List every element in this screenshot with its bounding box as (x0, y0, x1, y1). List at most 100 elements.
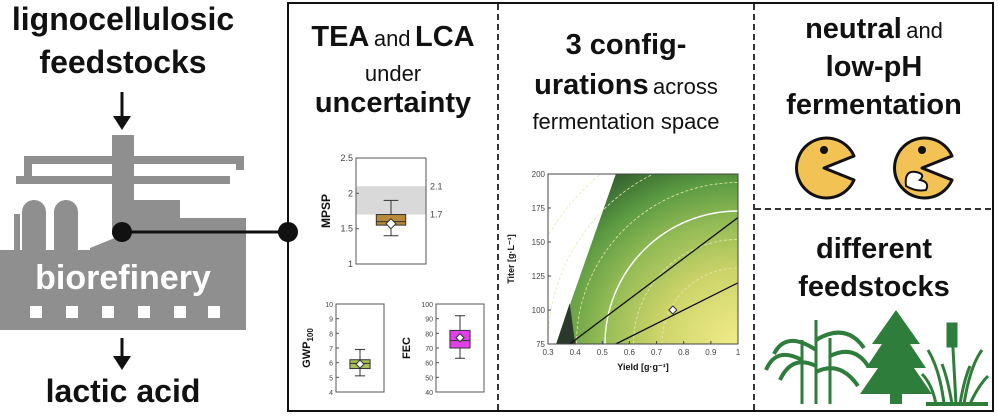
config-line-2 (615, 282, 738, 344)
low-ph-word: low-pH (825, 51, 923, 83)
y-tick-label: 6 (329, 361, 333, 368)
y-tick-label: 2.5 (340, 153, 353, 163)
and-word: and (373, 26, 411, 51)
y-tick-label: 100 (421, 302, 433, 309)
y-tick-label: 100 (532, 306, 546, 315)
y-tick-label: 5 (329, 375, 333, 382)
ferm-heading-line1: neutral and (756, 13, 992, 46)
feedstock-label-line1: lignocellulosic (11, 1, 235, 37)
x-tick-label: 1 (736, 348, 741, 357)
heatmap-frame (547, 173, 739, 345)
dark-region (556, 303, 576, 344)
y-tick-label: 60 (425, 361, 433, 368)
contour-line (661, 267, 738, 344)
y-axis-label: GWP100 (301, 328, 315, 368)
tree-icon (860, 310, 932, 404)
mean-marker (455, 333, 465, 343)
microbe-icons (795, 136, 954, 200)
and-word-2: and (906, 18, 943, 43)
plot-frame (335, 303, 385, 393)
y-axis-label-sub: 100 (306, 328, 315, 342)
reference-label: 1.7 (430, 210, 443, 220)
y-axis-label: Titer [g·L⁻¹] (506, 234, 516, 284)
y-tick-label: 1 (348, 259, 353, 269)
biorefinery-illustration (0, 92, 298, 370)
contour-line (576, 182, 738, 344)
y-tick-label: 2 (348, 188, 353, 198)
infeasible-region (548, 174, 616, 344)
tea-term: TEA (311, 21, 370, 53)
grass-icon (920, 322, 990, 406)
y-tick-label: 125 (532, 272, 546, 281)
y-tick-label: 80 (425, 331, 433, 338)
x-tick-label: 0.3 (542, 348, 554, 357)
lca-term: LCA (415, 21, 475, 53)
y-axis-label-main: MPSP (319, 194, 333, 228)
connector-line (112, 222, 298, 242)
y-tick-label: 40 (425, 390, 433, 397)
neutral-microbe-icon (795, 136, 856, 200)
lactic-acid-label: lactic acid (45, 373, 201, 409)
x-tick-label: 0.4 (570, 348, 582, 357)
config-heading-line2: urations across (500, 69, 752, 102)
reference-label: 2.1 (430, 181, 443, 191)
y-tick-label: 90 (425, 317, 433, 324)
y-tick-label: 70 (425, 346, 433, 353)
x-tick-label: 0.6 (624, 348, 636, 357)
gwp-boxplot: 4 5 6 7 8 9 10 GWP100 (301, 302, 385, 397)
x-tick-label: 0.7 (651, 348, 663, 357)
plant-icons (764, 310, 990, 406)
x-tick-label: 0.8 (678, 348, 690, 357)
neutral-word: neutral (805, 13, 902, 45)
y-axis-label: MPSP (319, 194, 333, 228)
config-line-1 (569, 217, 738, 344)
divider-2 (753, 4, 755, 410)
y-tick-label: 7 (329, 346, 333, 353)
factory-windows (30, 306, 220, 318)
feedstocks-word: feedstocks (798, 271, 950, 303)
y-tick-label: 175 (532, 204, 546, 213)
biorefinery-label: biorefinery (35, 259, 211, 297)
y-tick-label: 9 (329, 317, 333, 324)
fec-boxplot: 40 50 60 70 80 90 100 FEC (401, 302, 485, 397)
y-tick-label: 75 (536, 340, 545, 349)
config-heading-line3: fermentation space (532, 109, 720, 134)
configurations-word: urations (534, 69, 649, 101)
y-axis-label: FEC (401, 337, 413, 359)
fermentation-word: fermentation (786, 89, 962, 121)
x-axis-label: Yield [g·g⁻¹] (617, 362, 668, 372)
heatmap-body (548, 174, 738, 344)
cornstover-icon (764, 320, 870, 404)
different-word: different (816, 233, 932, 265)
uncertainty-word: uncertainty (314, 87, 472, 119)
tea-heading-line1: TEA and LCA (290, 21, 496, 54)
contour-line (548, 174, 655, 344)
fermentation-space-heatmap: 0.3 0.4 0.5 0.6 0.7 0.8 0.9 175100125150175200Y… (506, 170, 741, 372)
output-arrow-icon (113, 338, 131, 370)
baseline-marker (668, 305, 678, 315)
mean-marker (355, 359, 365, 369)
y-tick-label: 8 (329, 331, 333, 338)
across-word: across (653, 74, 718, 99)
y-tick-label: 50 (425, 375, 433, 382)
divider-1 (497, 4, 499, 410)
y-tick-label: 200 (532, 170, 546, 179)
y-tick-label: 10 (325, 302, 333, 309)
y-axis-label-main: FEC (401, 337, 413, 359)
main-frame (287, 2, 994, 412)
y-tick-label: 4 (329, 390, 333, 397)
config-heading-line1: 3 config- (565, 29, 687, 61)
mpsp-boxplot: 1 1.5 2 2.5 2.1 1.7 MPSP (319, 153, 443, 269)
contour-line (633, 239, 738, 344)
feedstock-label-line2: feedstocks (39, 44, 207, 80)
plot-frame (355, 157, 427, 265)
y-axis-label-main: GWP (301, 342, 313, 368)
divider-3 (755, 208, 991, 210)
x-tick-label: 0.5 (597, 348, 609, 357)
y-tick-label: 1.5 (340, 224, 353, 234)
x-tick-label: 0.9 (705, 348, 717, 357)
contour-line (548, 174, 602, 237)
acid-tolerant-microbe-icon (893, 136, 954, 200)
under-word: under (364, 61, 422, 86)
